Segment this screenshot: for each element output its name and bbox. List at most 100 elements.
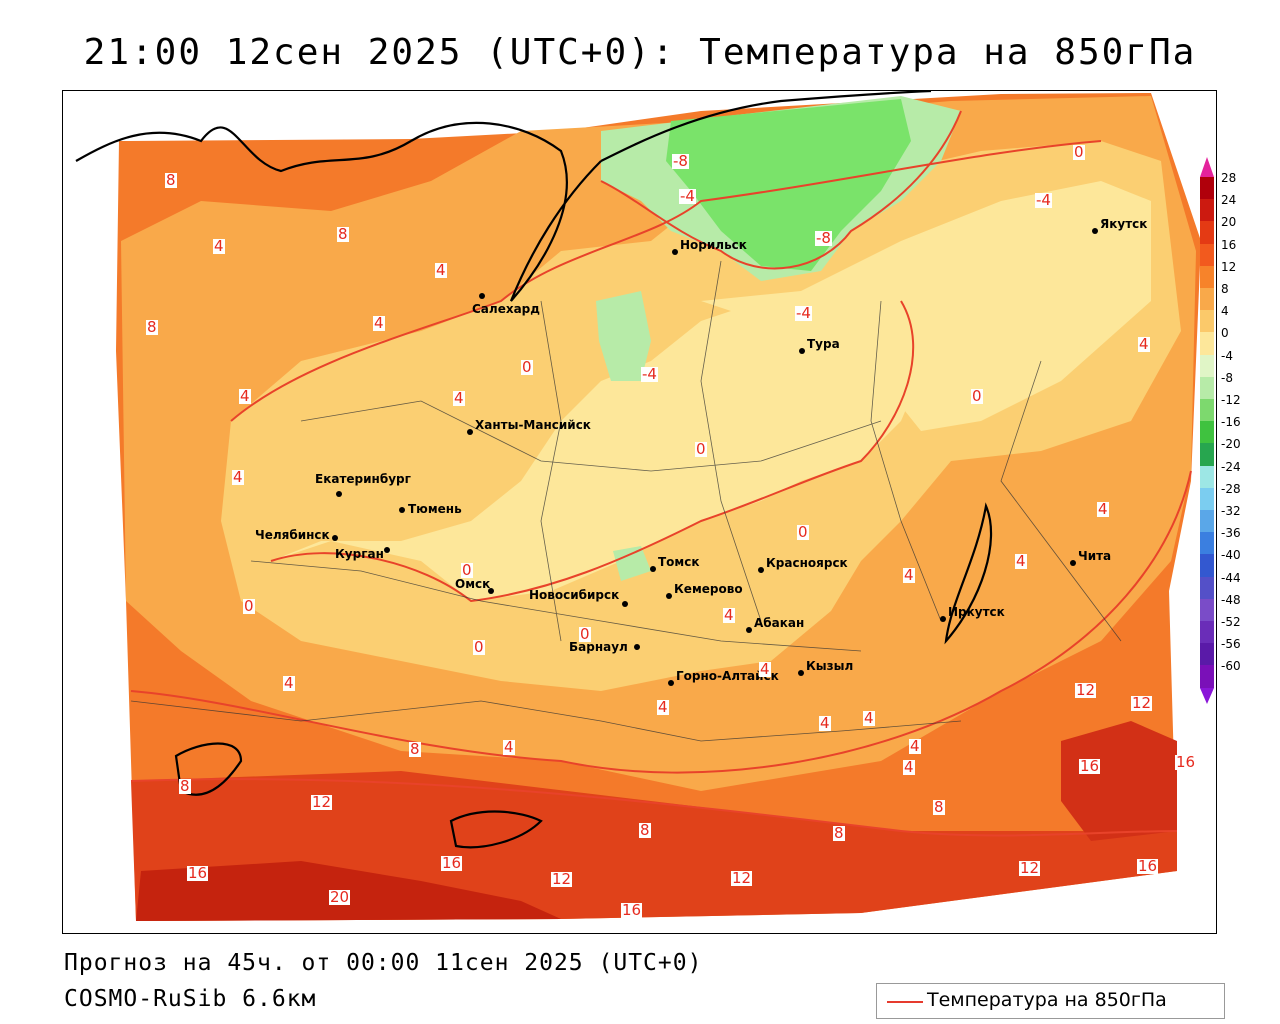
colorbar-cell <box>1200 487 1214 511</box>
colorbar-tick-label: -56 <box>1221 637 1241 652</box>
isotherm-value-label: 4 <box>1097 500 1109 518</box>
isotherm-value-label: 0 <box>1073 143 1085 161</box>
city-label: Якутск <box>1100 217 1148 231</box>
city-marker <box>668 680 674 686</box>
city-label: Красноярск <box>766 556 848 570</box>
colorbar-tick-label: -12 <box>1221 393 1241 407</box>
border-line-4 <box>700 260 762 622</box>
city-marker <box>940 616 946 622</box>
colorbar-tick-label: 4 <box>1221 304 1229 319</box>
city-label: Горно-Алтайск <box>676 669 779 683</box>
isotherm-value-label: 8 <box>337 225 349 243</box>
isotherm-value-label: 4 <box>1138 335 1150 353</box>
colorbar-tick-label: 12 <box>1221 259 1237 274</box>
colorbar-cell <box>1200 310 1214 333</box>
isotherm-value-label: 12 <box>731 869 753 887</box>
isotherm-value-label: 8 <box>165 171 177 189</box>
colorbar-tick-label: 0 <box>1221 326 1229 341</box>
colorbar-tick-label: -16 <box>1221 415 1241 430</box>
isotherm-value-label: 0 <box>579 625 591 643</box>
city-label: Кызыл <box>806 659 854 673</box>
isotherm-value-label: 4 <box>909 737 921 755</box>
isotherm-value-label: 16 <box>621 901 643 919</box>
colorbar-tick-label: 20 <box>1221 215 1237 230</box>
isotherm-value-label: 4 <box>435 261 447 279</box>
colorbar-cell <box>1200 421 1214 444</box>
map-title: 21:00 12сен 2025 (UTC+0): Температура на… <box>83 32 1197 73</box>
isotherm-value-label: 4 <box>759 660 771 678</box>
border-line-6 <box>1000 360 1122 642</box>
colorbar-cell <box>1200 532 1214 555</box>
colorbar-tick-label: -52 <box>1221 615 1241 629</box>
isotherm-value-label: 4 <box>819 714 831 732</box>
city-marker <box>799 348 805 354</box>
isotherm-value-label: 0 <box>797 523 809 541</box>
colorbar-cell <box>1200 399 1214 422</box>
isotherm-value-label: -4 <box>679 187 696 205</box>
isotherm-value-label: 4 <box>453 389 465 407</box>
colorbar-cell <box>1200 465 1214 489</box>
colorbar-cell <box>1200 221 1214 245</box>
temperature-map: Якутск Норильск Салехард Тура Ханты-Мансийск… <box>62 90 1217 934</box>
city-marker <box>650 566 656 572</box>
colorbar-tick-label: 24 <box>1221 193 1237 208</box>
city-marker <box>672 249 678 255</box>
isotherm-value-label: -8 <box>815 229 832 247</box>
city-label: Тюмень <box>408 502 462 516</box>
colorbar-tick-label: -48 <box>1221 592 1241 607</box>
city-label: Иркутск <box>948 605 1005 619</box>
isotherm-value-label: 12 <box>1019 859 1041 877</box>
colorbar-tick-label: 28 <box>1221 171 1237 185</box>
isotherm-value-label: 12 <box>551 870 573 888</box>
isotherm-value-label: 4 <box>239 387 251 405</box>
isotherm-value-label: 8 <box>833 824 845 842</box>
colorbar-tick-label: -24 <box>1221 459 1241 474</box>
isotherm-value-label: 12 <box>1131 694 1153 712</box>
city-marker <box>746 627 752 633</box>
isotherm-value-label: 4 <box>373 314 385 332</box>
city-label: Томск <box>658 555 700 569</box>
colorbar-cell <box>1200 199 1214 222</box>
city-label: Абакан <box>754 616 805 630</box>
colorbar-cell <box>1200 554 1214 578</box>
isotherm-value-label: 0 <box>971 387 983 405</box>
colorbar-cell <box>1200 376 1214 400</box>
isotherm-value-label: 4 <box>863 709 875 727</box>
isotherm-value-label: 8 <box>639 821 651 839</box>
border-line-7 <box>130 700 962 742</box>
temperature-colorbar <box>1200 157 1220 704</box>
isotherm-value-label: 16 <box>1137 857 1159 875</box>
hot-core-se <box>1061 721 1177 841</box>
colorbar-cell <box>1200 243 1214 267</box>
city-label: Барнаул <box>569 640 628 654</box>
isotherm-value-label: 4 <box>503 738 515 756</box>
isotherm-value-label: 12 <box>1075 681 1097 699</box>
colorbar-cell <box>1200 354 1214 378</box>
city-marker <box>666 593 672 599</box>
city-label: Тура <box>807 337 840 351</box>
isotherm-value-label: -4 <box>641 365 658 383</box>
isotherm-value-label: 0 <box>521 358 533 376</box>
isotherm-line-minus4 <box>600 110 962 270</box>
city-label: Курган <box>335 547 384 561</box>
city-marker <box>622 601 628 607</box>
colorbar-tick-label: -44 <box>1221 570 1241 585</box>
colorbar-tick-label: -60 <box>1221 659 1241 674</box>
isotherm-value-label: 0 <box>473 638 485 656</box>
colorbar-tick-label: -28 <box>1221 481 1241 496</box>
isotherm-value-label: 0 <box>695 440 707 458</box>
isotherm-value-label: 12 <box>311 793 333 811</box>
isotherm-value-label: 16 <box>187 864 209 882</box>
colorbar-tick-label: -36 <box>1221 526 1241 541</box>
colorbar-cell <box>1200 598 1214 622</box>
colorbar-cell <box>1200 177 1214 200</box>
isotherm-line-4 <box>230 140 1102 422</box>
colorbar-cell <box>1200 288 1214 311</box>
caspian-sea-outline <box>174 742 243 796</box>
isotherm-value-label: 4 <box>213 237 225 255</box>
coastline-white-sea <box>75 126 412 173</box>
cold-green-small <box>613 546 651 581</box>
colorbar-tick-label: 8 <box>1221 282 1229 296</box>
colorbar-tick-label: 16 <box>1221 237 1237 252</box>
legend-line-swatch <box>887 1001 923 1003</box>
